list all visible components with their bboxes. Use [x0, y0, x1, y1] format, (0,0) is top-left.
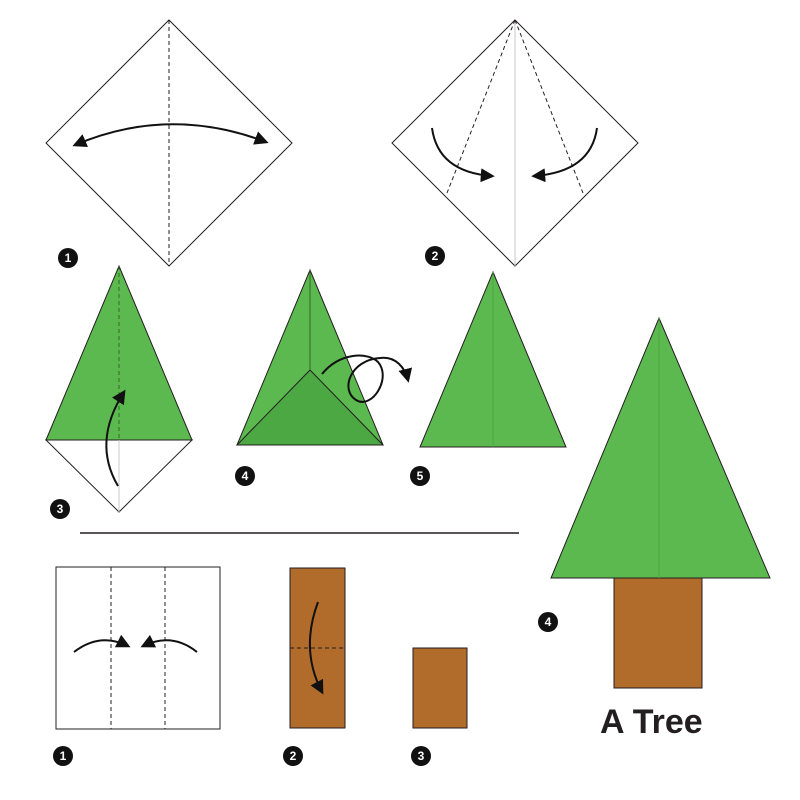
- trunk-step-2-diagram: [289, 567, 346, 729]
- tree-trunk: [613, 577, 703, 689]
- trunk-step-1-diagram: [55, 566, 221, 730]
- tree-step-2-badge: 2: [425, 246, 445, 266]
- tree-step-1-diagram: [45, 19, 293, 267]
- svg-text:2: 2: [290, 749, 297, 763]
- tree-step-5-diagram: [419, 270, 567, 448]
- tree-step-3-diagram: [44, 264, 194, 513]
- fold-right-arrow: [531, 127, 598, 183]
- fold-both-ways-arrow: [72, 123, 269, 148]
- svg-text:5: 5: [417, 469, 424, 483]
- right-fold-line: [514, 19, 584, 194]
- svg-text:1: 1: [65, 251, 72, 265]
- tree-top: [550, 316, 771, 579]
- tree-step-5-badge: 5: [410, 466, 430, 486]
- diagram-title: A Tree: [600, 703, 703, 741]
- svg-text:2: 2: [432, 249, 439, 263]
- svg-text:3: 3: [418, 749, 425, 763]
- svg-text:1: 1: [60, 749, 67, 763]
- tree-step-2-diagram: [391, 19, 639, 267]
- fold-up-arrow: [105, 389, 126, 487]
- tree-step-1-badge: 1: [58, 248, 78, 268]
- trunk-step-4-diagram: [550, 316, 771, 689]
- svg-text:4: 4: [242, 469, 249, 483]
- trunk-step-1-badge: 1: [53, 746, 73, 766]
- tree-step-4-diagram: [235, 268, 413, 446]
- fold-left-arrow: [431, 127, 495, 183]
- fold-left-arrow: [73, 634, 131, 653]
- trunk-step-3-badge: 3: [411, 746, 431, 766]
- svg-text:4: 4: [545, 615, 552, 629]
- tree-step-3-badge: 3: [50, 499, 70, 519]
- inner-flap: [235, 369, 385, 446]
- trunk-step-3-diagram: [412, 647, 468, 729]
- trunk-step-4-badge: 4: [538, 612, 558, 632]
- left-fold-line: [446, 19, 516, 194]
- svg-text:3: 3: [57, 502, 64, 516]
- fold-down-arrow: [309, 601, 324, 695]
- brown-trunk: [412, 647, 468, 729]
- tree-step-4-badge: 4: [235, 466, 255, 486]
- trunk-step-2-badge: 2: [283, 746, 303, 766]
- turn-over-arrow: [321, 354, 413, 403]
- fold-right-arrow: [140, 634, 198, 653]
